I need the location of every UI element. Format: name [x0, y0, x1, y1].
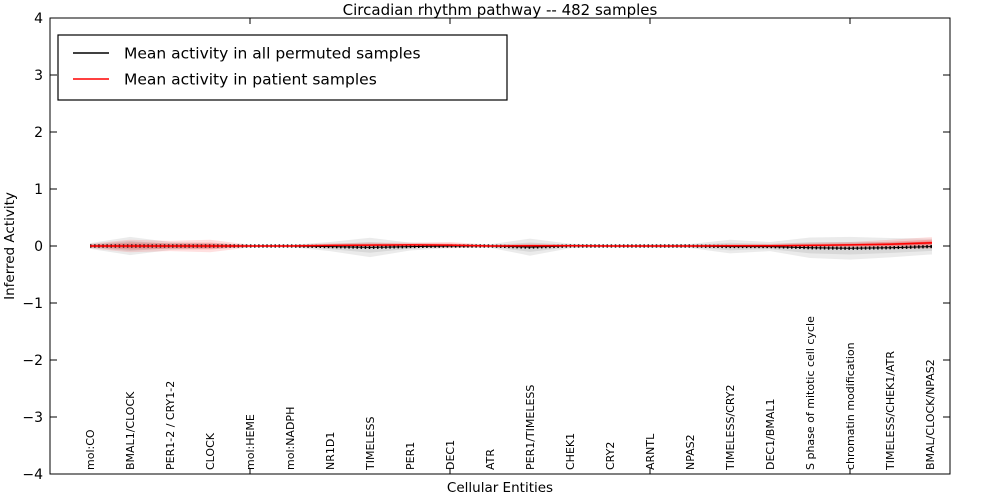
x-category-label: CRY2 [604, 442, 617, 470]
legend-box [57, 34, 508, 101]
permuted-mean-markers [90, 244, 932, 250]
patient-mean-line [90, 242, 932, 247]
x-category-label: PER1-2 / CRY1-2 [164, 381, 177, 470]
x-category-label: ARNTL [644, 433, 657, 470]
patient-band-inner [90, 239, 932, 250]
permuted-band-inner [90, 240, 932, 255]
x-category-label: mol:HEME [244, 414, 257, 470]
x-category-label: TIMELESS [364, 417, 377, 471]
y-tick-label: 1 [34, 182, 43, 198]
x-category-label: PER1 [404, 442, 417, 470]
y-tick-label: −3 [22, 410, 43, 426]
x-category-label: ATR [484, 449, 497, 470]
x-category-label: mol:NADPH [284, 407, 297, 470]
plot-area: 4 3 2 1 0 −1 −2 −3 −4 mol:CO BMAL1/CLOCK PER1-2 / C… [22, 11, 951, 483]
legend-label: Mean activity in patient samples [124, 71, 377, 89]
x-category-label: DEC1 [444, 440, 457, 470]
y-tick-label: 2 [34, 125, 43, 141]
legend-label: Mean activity in all permuted samples [124, 45, 421, 63]
x-axis-label: Cellular Entities [447, 480, 553, 496]
chart-title: Circadian rhythm pathway -- 482 samples [343, 1, 658, 19]
x-category-label: BMAL1/CLOCK [124, 391, 137, 470]
x-category-label: CLOCK [204, 432, 217, 470]
x-category-label: TIMELESS/CHEK1/ATR [884, 351, 897, 471]
x-category-label: S phase of mitotic cell cycle [804, 316, 817, 470]
patient-band-outer [90, 237, 932, 253]
y-tick-label: 3 [34, 68, 43, 84]
x-category-label: NPAS2 [684, 434, 697, 470]
y-tick-label: −1 [22, 296, 43, 312]
x-category-label: DEC1/BMAL1 [764, 399, 777, 471]
x-category-label: TIMELESS/CRY2 [724, 385, 737, 472]
x-category-label: NR1D1 [324, 432, 337, 470]
y-tick-label: 4 [34, 11, 43, 27]
y-axis-label: Inferred Activity [2, 192, 18, 300]
x-category-label: PER1/TIMELESS [524, 385, 537, 470]
y-tick-label: −4 [22, 467, 43, 483]
y-tick-label: −2 [22, 353, 43, 369]
x-category-label: mol:CO [84, 429, 97, 470]
x-category-label: CHEK1 [564, 433, 577, 470]
y-tick-label: 0 [34, 239, 43, 255]
x-category-label: chromatin modification [844, 342, 857, 470]
x-category-label: BMAL/CLOCK/NPAS2 [924, 359, 937, 470]
permuted-band-outer [90, 236, 932, 260]
